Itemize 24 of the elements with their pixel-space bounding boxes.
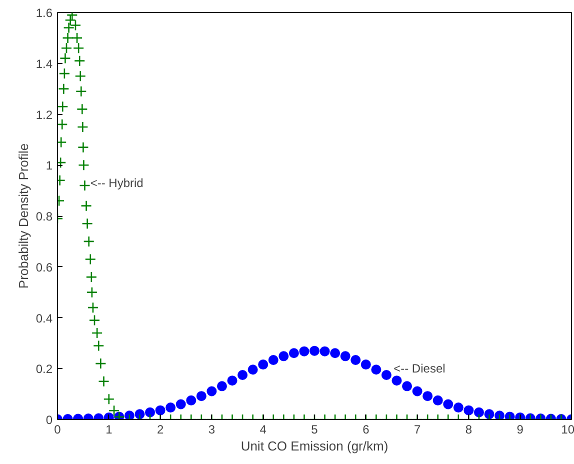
y-tick-label: 1.6	[36, 6, 53, 20]
y-tick-label: 1.2	[36, 108, 53, 122]
x-tick-label: 8	[465, 422, 472, 436]
x-tick-label: 10	[561, 422, 574, 436]
x-tick-label: 3	[208, 422, 216, 436]
annotation: <-- Hybrid	[90, 176, 144, 190]
x-axis-title: Unit CO Emission (gr/km)	[240, 438, 388, 454]
x-tick-label: 6	[362, 422, 370, 436]
y-tick-label: 0.4	[36, 311, 53, 326]
y-tick-label: 0.6	[36, 260, 53, 274]
x-tick-label: 4	[260, 422, 267, 436]
x-tick-label: 2	[156, 422, 164, 436]
x-tick-label: 7	[414, 422, 421, 436]
y-tick-label: 1	[46, 158, 53, 173]
y-axis-title: Probabilty Density Profile	[16, 143, 31, 289]
x-tick-label: 0	[54, 422, 62, 436]
x-tick-label: 5	[311, 422, 318, 436]
x-tick-label: 9	[516, 422, 524, 436]
y-tick-label: 1.4	[36, 56, 53, 71]
x-tick-label: 1	[106, 422, 113, 436]
annotation: <-- Diesel	[394, 362, 446, 376]
y-tick-label: 0.8	[36, 210, 53, 224]
y-tick-label: 0	[46, 413, 53, 427]
y-tick-label: 0.2	[36, 362, 53, 376]
